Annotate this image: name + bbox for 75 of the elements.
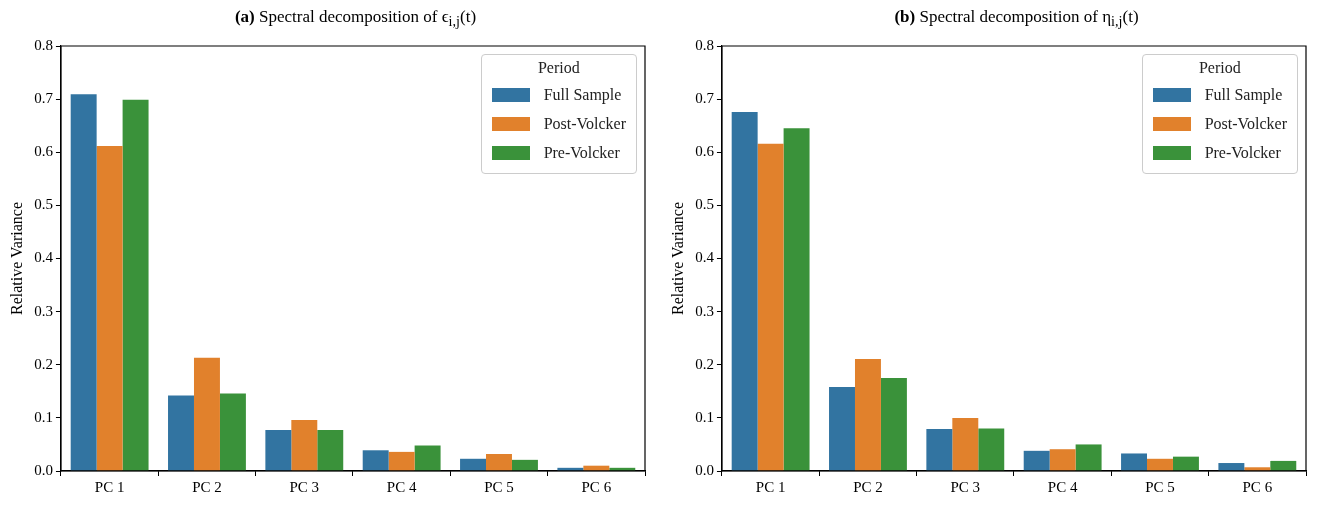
bar bbox=[168, 395, 194, 471]
x-tick-label: PC 4 bbox=[1047, 478, 1078, 495]
x-tick-label: PC 5 bbox=[484, 478, 514, 495]
bar bbox=[317, 430, 344, 471]
y-tick-label: 0.0 bbox=[34, 461, 53, 478]
y-tick-label: 0.7 bbox=[34, 90, 54, 107]
bar bbox=[1172, 456, 1199, 471]
bar bbox=[1270, 460, 1297, 471]
y-tick-label: 0.5 bbox=[34, 196, 53, 213]
y-axis-title: Relative Variance bbox=[7, 202, 25, 315]
bar bbox=[829, 387, 855, 471]
bar bbox=[414, 445, 441, 471]
bar bbox=[265, 430, 292, 471]
legend-label: Post-Volcker bbox=[543, 114, 626, 133]
y-tick-label: 0.4 bbox=[34, 249, 54, 266]
y-tick-label: 0.2 bbox=[34, 355, 53, 372]
y-tick-label: 0.3 bbox=[34, 302, 53, 319]
chart-title: (a) Spectral decomposition of ϵ$_{i,j}$(t) bbox=[233, 6, 478, 32]
y-tick-label: 0.0 bbox=[695, 461, 714, 478]
bar bbox=[1218, 463, 1245, 471]
x-tick-label: PC 2 bbox=[192, 478, 222, 495]
y-tick-label: 0.1 bbox=[695, 408, 714, 425]
bar bbox=[1147, 458, 1173, 471]
x-tick-label: PC 3 bbox=[289, 478, 320, 495]
bar bbox=[952, 417, 979, 471]
y-tick-label: 0.8 bbox=[34, 36, 53, 53]
x-tick-label: PC 6 bbox=[1242, 478, 1273, 495]
y-tick-label: 0.1 bbox=[34, 408, 53, 425]
y-tick-label: 0.2 bbox=[695, 355, 714, 372]
x-tick-label: PC 3 bbox=[950, 478, 981, 495]
y-tick-label: 0.5 bbox=[695, 196, 714, 213]
legend-label: Full Sample bbox=[1204, 85, 1283, 104]
bar bbox=[362, 450, 389, 471]
y-tick-label: 0.8 bbox=[695, 36, 714, 53]
x-tick-label: PC 1 bbox=[94, 478, 125, 495]
y-tick-label: 0.6 bbox=[34, 143, 54, 160]
legend-label: Pre-Volcker bbox=[543, 143, 620, 162]
x-tick-label: PC 5 bbox=[1145, 478, 1175, 495]
bar bbox=[1121, 453, 1148, 471]
x-tick-label: PC 2 bbox=[853, 478, 883, 495]
legend-title: Period bbox=[536, 59, 581, 77]
bar bbox=[880, 378, 907, 471]
bar bbox=[1244, 467, 1271, 471]
bar bbox=[70, 94, 97, 471]
bar bbox=[1049, 449, 1076, 471]
bar bbox=[486, 454, 512, 471]
y-axis-title: Relative Variance bbox=[668, 202, 686, 315]
bar bbox=[757, 143, 784, 471]
bar bbox=[926, 429, 953, 471]
bar bbox=[291, 420, 318, 471]
y-tick-label: 0.7 bbox=[695, 90, 715, 107]
bar bbox=[96, 145, 123, 471]
y-tick-label: 0.3 bbox=[695, 302, 714, 319]
bar bbox=[511, 459, 538, 471]
bar bbox=[854, 358, 881, 471]
legend-label: Full Sample bbox=[543, 85, 622, 104]
x-tick-label: PC 4 bbox=[386, 478, 417, 495]
legend-title: Period bbox=[1197, 59, 1242, 77]
bar bbox=[388, 451, 415, 471]
bar bbox=[731, 111, 758, 471]
bar bbox=[783, 128, 810, 471]
bar bbox=[193, 357, 220, 471]
y-tick-label: 0.6 bbox=[695, 143, 715, 160]
chart-title: (b) Spectral decomposition of η$_{i,j}$(t) bbox=[893, 6, 1140, 32]
x-tick-label: PC 1 bbox=[755, 478, 786, 495]
bar bbox=[978, 428, 1005, 471]
bar bbox=[219, 393, 246, 471]
x-tick-label: PC 6 bbox=[581, 478, 612, 495]
legend-label: Pre-Volcker bbox=[1204, 143, 1281, 162]
bar bbox=[1023, 450, 1050, 471]
y-tick-label: 0.4 bbox=[695, 249, 715, 266]
bar bbox=[122, 99, 149, 471]
bar bbox=[460, 458, 487, 471]
legend-label: Post-Volcker bbox=[1204, 114, 1287, 133]
bar bbox=[1075, 444, 1102, 471]
